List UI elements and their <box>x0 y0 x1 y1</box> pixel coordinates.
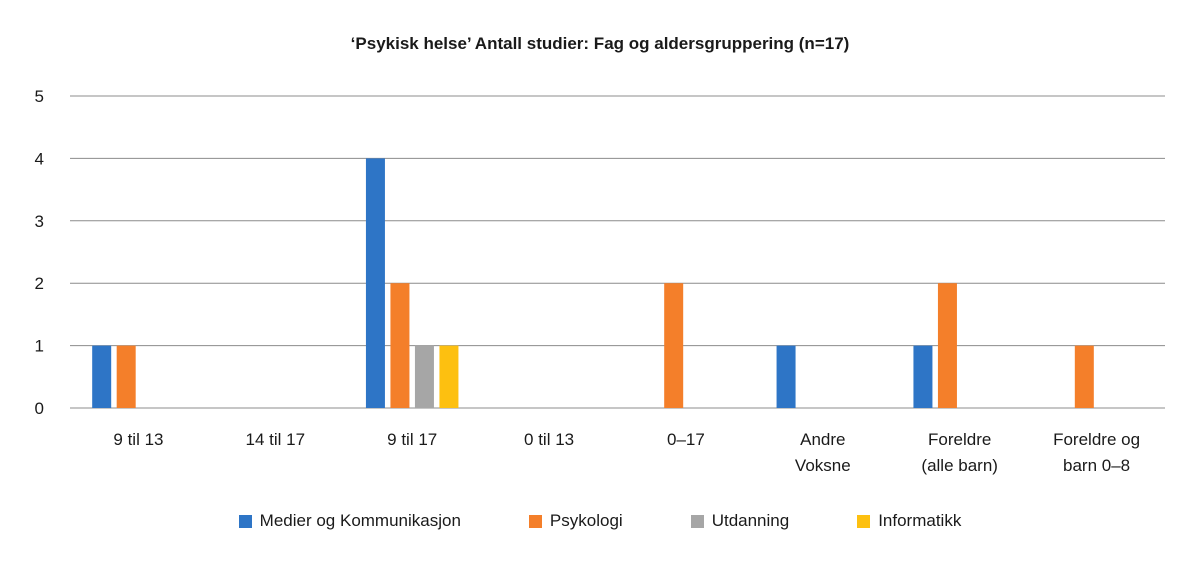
x-tick-label: 9 til 13 <box>113 430 163 449</box>
y-tick-label: 0 <box>35 399 44 418</box>
legend-swatch <box>238 514 252 528</box>
bar <box>92 345 112 408</box>
bar <box>390 283 410 408</box>
bar <box>414 345 434 408</box>
x-tick-label: 0–17 <box>667 430 705 449</box>
bar <box>365 158 385 408</box>
legend-swatch <box>857 514 871 528</box>
x-tick-label: 0 til 13 <box>524 430 574 449</box>
legend-item: Psykologi <box>528 511 623 531</box>
x-tick-label: Voksne <box>795 456 851 475</box>
x-tick-label: 9 til 17 <box>387 430 437 449</box>
bar <box>937 283 957 408</box>
legend-item: Informatikk <box>857 511 961 531</box>
plot-area: 0 1 2 3 4 5 9 til 13 14 til 17 9 til 17 0 til 13 0… <box>35 87 1165 475</box>
legend-swatch <box>528 514 542 528</box>
legend-item: Medier og Kommunikasjon <box>238 511 461 531</box>
legend-label: Psykologi <box>549 511 623 530</box>
x-tick-label: Andre <box>800 430 845 449</box>
x-tick-label: barn 0–8 <box>1063 456 1130 475</box>
y-tick-label: 3 <box>35 212 44 231</box>
x-tick-label: (alle barn) <box>921 456 998 475</box>
bar <box>913 345 933 408</box>
legend-label: Informatikk <box>878 511 962 530</box>
bar <box>664 283 684 408</box>
legend-swatch <box>690 514 704 528</box>
legend-item: Utdanning <box>690 511 790 531</box>
legend: Medier og Kommunikasjon Psykologi Utdannin… <box>0 511 1200 531</box>
chart-title: ‘Psykisk helse’ Antall studier: Fag og a… <box>350 34 850 53</box>
x-tick-label: 14 til 17 <box>246 430 306 449</box>
x-tick-label: Foreldre <box>928 430 991 449</box>
y-tick-label: 4 <box>35 149 44 168</box>
x-tick-label: Foreldre og <box>1053 430 1140 449</box>
bar <box>776 345 796 408</box>
y-tick-label: 2 <box>35 274 44 293</box>
bar <box>1074 345 1094 408</box>
bar <box>116 345 136 408</box>
legend-label: Medier og Kommunikasjon <box>259 511 461 530</box>
y-tick-label: 1 <box>35 337 44 356</box>
legend-label: Utdanning <box>711 511 790 530</box>
y-tick-label: 5 <box>35 87 44 106</box>
bar <box>439 345 459 408</box>
